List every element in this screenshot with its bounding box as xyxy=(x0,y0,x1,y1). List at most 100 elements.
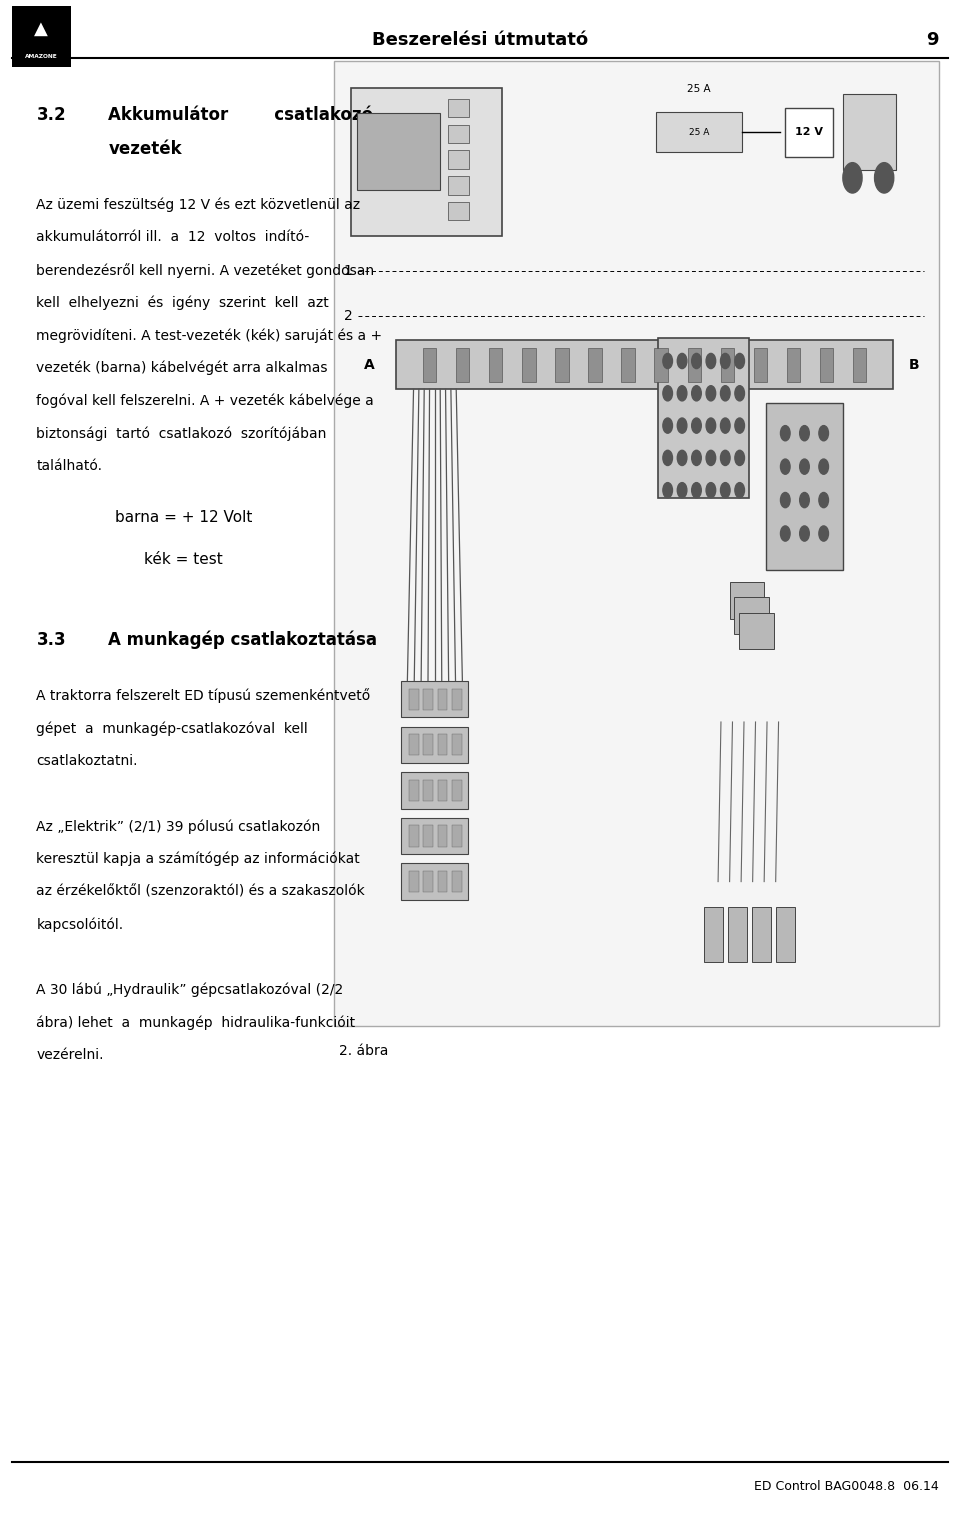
Bar xyxy=(721,348,734,382)
Circle shape xyxy=(735,386,745,401)
Text: A traktorra felszerelt ED típusú szemenkéntvető: A traktorra felszerelt ED típusú szemenk… xyxy=(36,689,371,704)
Circle shape xyxy=(875,163,894,193)
Circle shape xyxy=(678,483,687,499)
Circle shape xyxy=(735,483,745,499)
Bar xyxy=(438,734,447,755)
Bar xyxy=(423,871,433,892)
Text: Akkumulátor        csatlakozó: Akkumulátor csatlakozó xyxy=(108,106,373,125)
Bar xyxy=(401,772,468,809)
Bar xyxy=(447,125,468,143)
Circle shape xyxy=(819,526,828,541)
Text: 1: 1 xyxy=(344,263,352,278)
Circle shape xyxy=(735,450,745,465)
Text: kapcsolóitól.: kapcsolóitól. xyxy=(36,917,124,932)
Text: berendezésről kell nyerni. A vezetéket gondosan: berendezésről kell nyerni. A vezetéket g… xyxy=(36,263,374,278)
Bar xyxy=(438,780,447,801)
Circle shape xyxy=(800,492,809,508)
Circle shape xyxy=(663,450,672,465)
Bar xyxy=(438,689,447,710)
Bar xyxy=(409,734,419,755)
Bar xyxy=(447,99,468,117)
Text: 2: 2 xyxy=(344,309,352,324)
Text: AMAZONE: AMAZONE xyxy=(25,55,58,59)
Text: Beszerelési útmutató: Beszerelési útmutató xyxy=(372,30,588,49)
Circle shape xyxy=(819,426,828,441)
Circle shape xyxy=(691,354,701,368)
Bar xyxy=(423,689,433,710)
Bar xyxy=(785,108,833,157)
Bar xyxy=(704,907,723,962)
Bar xyxy=(422,348,436,382)
Circle shape xyxy=(800,526,809,541)
Text: ▲: ▲ xyxy=(35,20,48,38)
Circle shape xyxy=(678,354,687,368)
Bar xyxy=(489,348,502,382)
Circle shape xyxy=(691,450,701,465)
Circle shape xyxy=(663,354,672,368)
Circle shape xyxy=(691,386,701,401)
Bar xyxy=(452,689,462,710)
Bar xyxy=(659,339,749,499)
Text: biztonsági  tartó  csatlakozó  szorítójában: biztonsági tartó csatlakozó szorítójában xyxy=(36,426,326,441)
Bar xyxy=(423,734,433,755)
Circle shape xyxy=(707,354,715,368)
Bar xyxy=(423,780,433,801)
Circle shape xyxy=(678,450,687,465)
Bar xyxy=(621,348,635,382)
Circle shape xyxy=(663,386,672,401)
Circle shape xyxy=(721,450,731,465)
Bar xyxy=(438,871,447,892)
Text: az érzékelőktől (szenzoraktól) és a szakaszolók: az érzékelőktől (szenzoraktól) és a szak… xyxy=(36,885,365,898)
Circle shape xyxy=(800,459,809,474)
Text: A 30 lábú „Hydraulik” gépcsatlakozóval (2/2: A 30 lábú „Hydraulik” gépcsatlakozóval (… xyxy=(36,982,344,997)
Circle shape xyxy=(780,492,790,508)
Bar xyxy=(728,907,747,962)
Bar xyxy=(730,582,764,619)
Text: B: B xyxy=(908,357,920,372)
Text: kék = test: kék = test xyxy=(144,552,224,567)
Bar xyxy=(655,348,668,382)
Bar xyxy=(452,734,462,755)
Circle shape xyxy=(780,459,790,474)
Circle shape xyxy=(735,354,745,368)
Bar xyxy=(687,348,701,382)
Circle shape xyxy=(707,386,715,401)
Text: 3.3: 3.3 xyxy=(36,631,66,649)
Circle shape xyxy=(721,418,731,433)
Text: kell  elhelyezni  és  igény  szerint  kell  azt: kell elhelyezni és igény szerint kell az… xyxy=(36,295,329,310)
Bar xyxy=(409,780,419,801)
Bar xyxy=(351,88,502,236)
Text: fogóval kell felszerelni. A + vezeték kábelvége a: fogóval kell felszerelni. A + vezeték ká… xyxy=(36,394,374,409)
Text: akkumulátorról ill.  a  12  voltos  indító-: akkumulátorról ill. a 12 voltos indító- xyxy=(36,230,310,245)
Text: 25 A: 25 A xyxy=(687,84,710,94)
Bar xyxy=(588,348,602,382)
Circle shape xyxy=(819,459,828,474)
Bar xyxy=(401,818,468,854)
Bar xyxy=(452,780,462,801)
Text: 12 V: 12 V xyxy=(795,128,824,137)
Circle shape xyxy=(843,163,862,193)
Bar xyxy=(752,907,771,962)
Circle shape xyxy=(707,483,715,499)
Text: gépet  a  munkagép-csatlakozóval  kell: gépet a munkagép-csatlakozóval kell xyxy=(36,720,308,736)
Bar xyxy=(734,597,769,634)
Circle shape xyxy=(691,483,701,499)
Bar xyxy=(787,348,801,382)
Bar xyxy=(766,403,843,570)
Circle shape xyxy=(707,418,715,433)
Circle shape xyxy=(691,418,701,433)
Circle shape xyxy=(663,483,672,499)
Bar xyxy=(334,61,939,1026)
Text: keresztül kapja a számítógép az információkat: keresztül kapja a számítógép az informác… xyxy=(36,851,360,866)
Bar xyxy=(409,871,419,892)
Circle shape xyxy=(735,418,745,433)
Bar xyxy=(820,348,833,382)
Bar xyxy=(754,348,767,382)
Circle shape xyxy=(678,386,687,401)
Circle shape xyxy=(780,526,790,541)
Bar xyxy=(739,613,774,649)
Bar xyxy=(452,871,462,892)
Bar xyxy=(656,112,742,152)
Bar xyxy=(456,348,469,382)
Bar xyxy=(452,825,462,847)
